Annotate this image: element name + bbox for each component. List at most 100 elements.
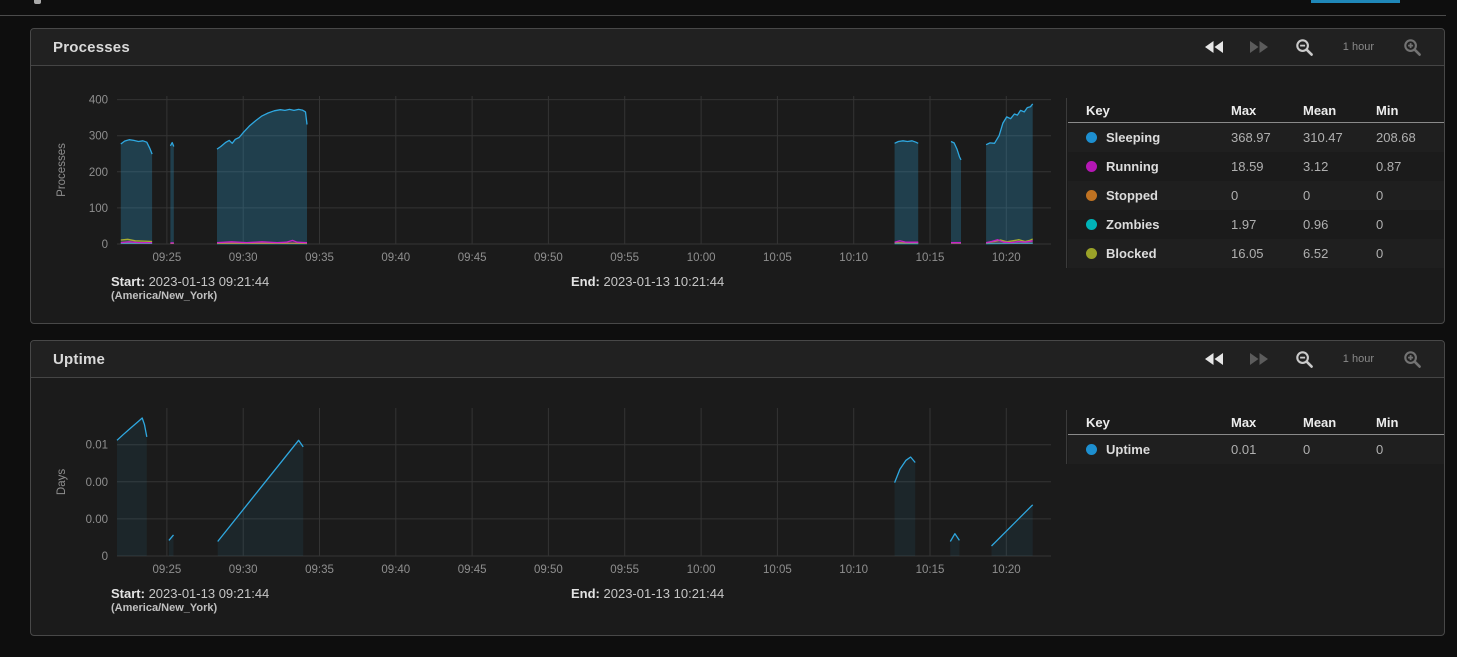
legend-header: Key Max Mean Min xyxy=(1068,98,1444,123)
clipped-top-button[interactable] xyxy=(1311,0,1400,3)
svg-text:10:15: 10:15 xyxy=(916,564,945,576)
uptime-legend: Key Max Mean Min Uptime 0.01 0 0 xyxy=(1066,410,1444,464)
svg-text:10:20: 10:20 xyxy=(992,252,1021,264)
series-color-dot xyxy=(1086,219,1097,230)
svg-text:100: 100 xyxy=(89,203,108,215)
series-color-dot xyxy=(1086,248,1097,259)
magnifier-plus-icon[interactable] xyxy=(1403,350,1422,369)
uptime-chart[interactable]: 0 0.00 0.00 0.01 09:25 09:30 09:35 09:40 09:45 09… xyxy=(39,404,1059,589)
svg-text:400: 400 xyxy=(89,95,108,107)
legend-row-stopped[interactable]: Stopped 0 0 0 xyxy=(1068,181,1444,210)
max-value: 18.59 xyxy=(1231,159,1264,174)
svg-text:0.01: 0.01 xyxy=(86,440,108,452)
series-color-dot xyxy=(1086,190,1097,201)
svg-text:10:05: 10:05 xyxy=(763,564,792,576)
uptime-panel: Uptime 1 hour 0 0.00 0.00 0.01 09:25 09:30 09:… xyxy=(30,340,1445,636)
series-color-dot xyxy=(1086,132,1097,143)
min-value: 0 xyxy=(1376,188,1384,203)
svg-text:09:40: 09:40 xyxy=(381,252,410,264)
svg-text:09:55: 09:55 xyxy=(610,252,639,264)
uptime-panel-body: 0 0.00 0.00 0.01 09:25 09:30 09:35 09:40 09:45 09… xyxy=(31,378,1444,635)
svg-text:09:40: 09:40 xyxy=(381,564,410,576)
processes-panel-header: Processes 1 hour xyxy=(31,29,1444,66)
clipped-page-title-fragment xyxy=(34,0,41,4)
max-value: 0.01 xyxy=(1231,442,1257,457)
chart-controls: 1 hour xyxy=(1204,38,1422,57)
max-value: 1.97 xyxy=(1231,217,1257,232)
svg-text:10:00: 10:00 xyxy=(687,252,716,264)
svg-text:10:10: 10:10 xyxy=(839,564,868,576)
svg-text:0.00: 0.00 xyxy=(86,477,108,489)
timezone: (America/New_York) xyxy=(111,602,218,614)
svg-text:10:10: 10:10 xyxy=(839,252,868,264)
processes-legend: Key Max Mean Min Sleeping 368.97 310.47 208… xyxy=(1066,98,1444,268)
legend-header: Key Max Mean Min xyxy=(1068,410,1444,435)
magnifier-minus-icon[interactable] xyxy=(1295,350,1314,369)
legend-row-blocked[interactable]: Blocked 16.05 6.52 0 xyxy=(1068,239,1444,268)
svg-text:09:35: 09:35 xyxy=(305,564,334,576)
svg-text:10:20: 10:20 xyxy=(992,564,1021,576)
svg-text:Processes: Processes xyxy=(56,143,68,197)
svg-text:09:30: 09:30 xyxy=(229,252,258,264)
svg-text:0.00: 0.00 xyxy=(86,514,108,526)
start-time: Start: 2023-01-13 09:21:44 (America/New_… xyxy=(111,586,270,614)
svg-text:10:15: 10:15 xyxy=(916,252,945,264)
min-value: 0.87 xyxy=(1376,159,1402,174)
mean-value: 3.12 xyxy=(1303,159,1329,174)
fast-forward-icon[interactable] xyxy=(1249,41,1268,53)
rewind-icon[interactable] xyxy=(1204,353,1223,365)
svg-text:09:30: 09:30 xyxy=(229,564,258,576)
svg-text:09:50: 09:50 xyxy=(534,252,563,264)
magnifier-plus-icon[interactable] xyxy=(1403,38,1422,57)
panel-title: Uptime xyxy=(53,350,106,368)
mean-value: 0.96 xyxy=(1303,217,1329,232)
magnifier-minus-icon[interactable] xyxy=(1295,38,1314,57)
start-value: 2023-01-13 09:21:44 xyxy=(148,586,270,601)
interval-label: 1 hour xyxy=(1342,353,1374,365)
max-value: 16.05 xyxy=(1231,246,1264,261)
svg-text:09:45: 09:45 xyxy=(458,564,487,576)
min-value: 0 xyxy=(1376,442,1384,457)
svg-text:09:25: 09:25 xyxy=(153,564,182,576)
svg-text:09:55: 09:55 xyxy=(610,564,639,576)
uptime-panel-header: Uptime 1 hour xyxy=(31,341,1444,378)
rewind-icon[interactable] xyxy=(1204,41,1223,53)
svg-text:300: 300 xyxy=(89,131,108,143)
svg-text:0: 0 xyxy=(102,551,108,563)
fast-forward-icon[interactable] xyxy=(1249,353,1268,365)
svg-text:0: 0 xyxy=(102,239,108,251)
end-value: 2023-01-13 10:21:44 xyxy=(603,274,725,289)
legend-row-running[interactable]: Running 18.59 3.12 0.87 xyxy=(1068,152,1444,181)
processes-chart[interactable]: 0 100 200 300 400 09:25 09:30 09:35 09:40 09:45 09… xyxy=(39,92,1059,277)
legend-row-sleeping[interactable]: Sleeping 368.97 310.47 208.68 xyxy=(1068,123,1444,152)
processes-panel-body: 0 100 200 300 400 09:25 09:30 09:35 09:40 09:45 09… xyxy=(31,66,1444,323)
mean-value: 0 xyxy=(1303,188,1311,203)
end-time: End: 2023-01-13 10:21:44 xyxy=(571,586,725,601)
interval-label: 1 hour xyxy=(1342,41,1374,53)
timezone: (America/New_York) xyxy=(111,290,218,302)
chart-controls: 1 hour xyxy=(1204,350,1422,369)
panel-title: Processes xyxy=(53,38,130,56)
svg-text:09:50: 09:50 xyxy=(534,564,563,576)
svg-text:200: 200 xyxy=(89,167,108,179)
end-time: End: 2023-01-13 10:21:44 xyxy=(571,274,725,289)
start-time: Start: 2023-01-13 09:21:44 (America/New_… xyxy=(111,274,270,302)
end-value: 2023-01-13 10:21:44 xyxy=(603,586,725,601)
mean-value: 0 xyxy=(1303,442,1311,457)
mean-value: 6.52 xyxy=(1303,246,1329,261)
series-color-dot xyxy=(1086,161,1097,172)
legend-row-uptime[interactable]: Uptime 0.01 0 0 xyxy=(1068,435,1444,464)
start-value: 2023-01-13 09:21:44 xyxy=(148,274,270,289)
page-divider xyxy=(0,15,1446,16)
series-color-dot xyxy=(1086,444,1097,455)
max-value: 0 xyxy=(1231,188,1239,203)
max-value: 368.97 xyxy=(1231,130,1271,145)
svg-text:09:25: 09:25 xyxy=(153,252,182,264)
legend-row-zombies[interactable]: Zombies 1.97 0.96 0 xyxy=(1068,210,1444,239)
svg-text:Days: Days xyxy=(56,469,68,495)
min-value: 0 xyxy=(1376,246,1384,261)
svg-text:09:45: 09:45 xyxy=(458,252,487,264)
svg-text:10:05: 10:05 xyxy=(763,252,792,264)
min-value: 208.68 xyxy=(1376,130,1416,145)
svg-text:10:00: 10:00 xyxy=(687,564,716,576)
